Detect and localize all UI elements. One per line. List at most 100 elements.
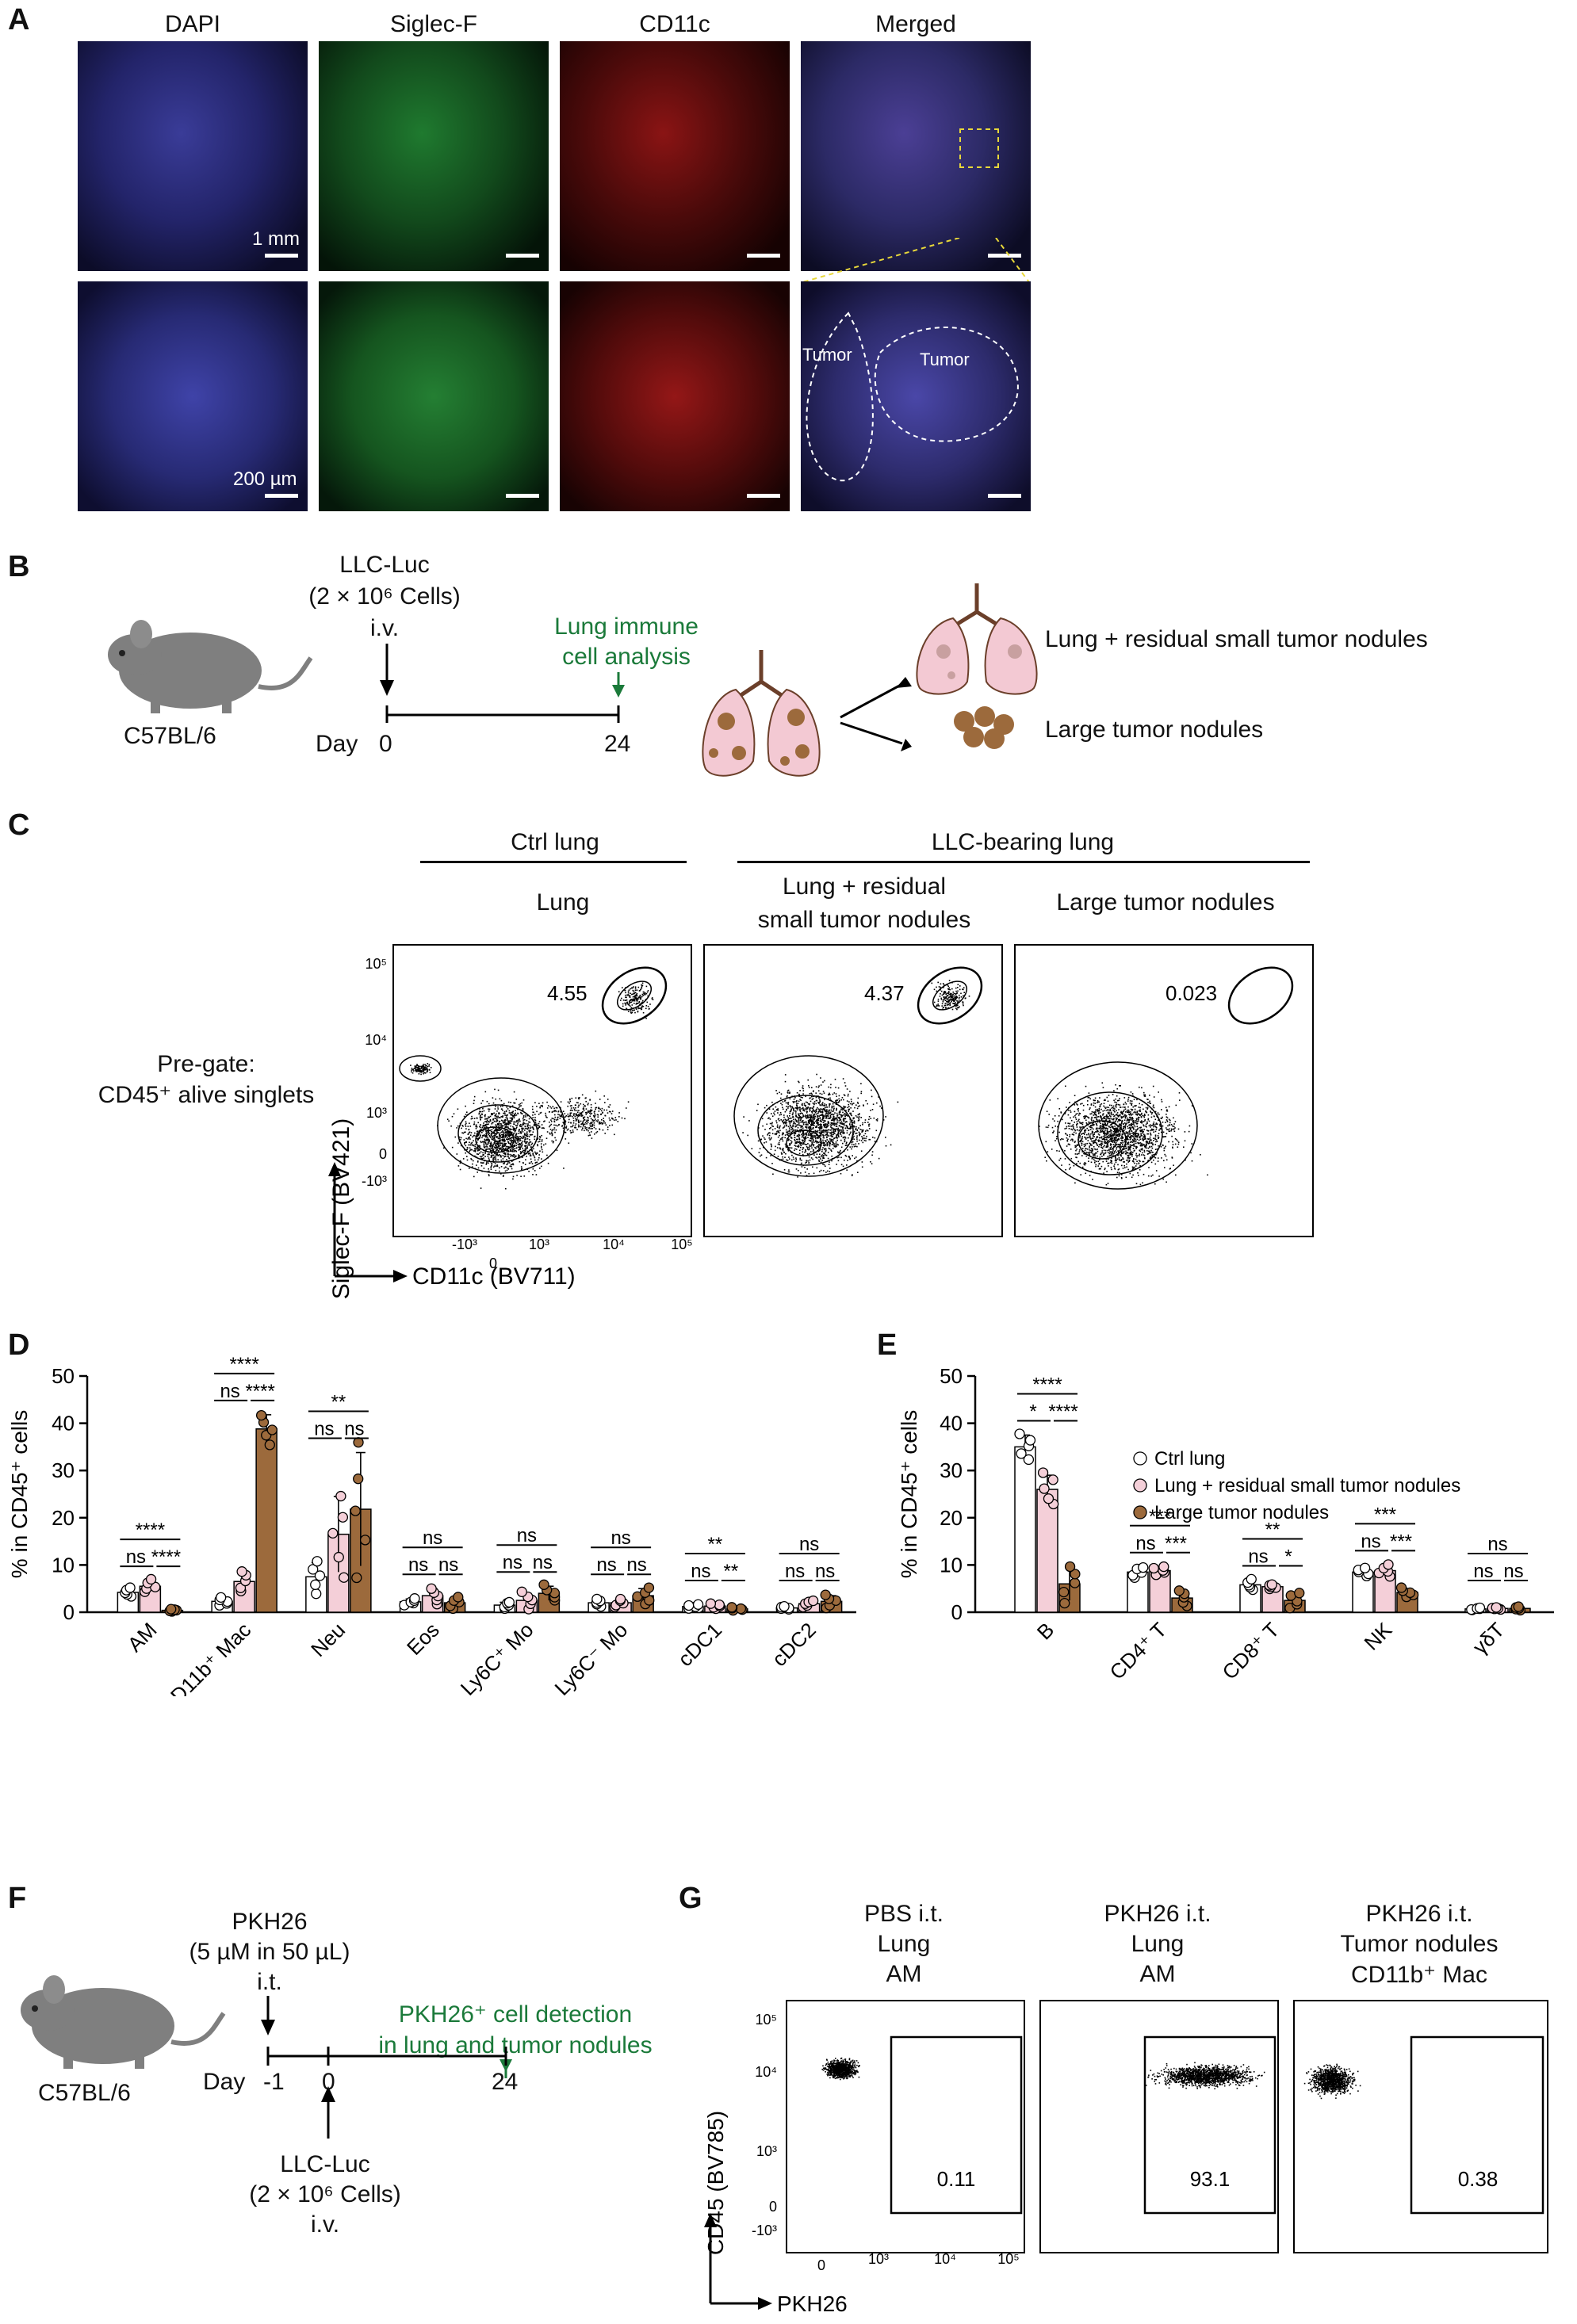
category-label: Eos: [402, 1618, 444, 1660]
sig-label: ns: [611, 1527, 630, 1549]
sig-label: ns: [1361, 1531, 1380, 1552]
header-cd11c: CD11c: [639, 11, 710, 37]
llc-line-2: (2 × 10⁶ Cells): [249, 2181, 401, 2207]
c-ytick-3: 10³: [366, 1105, 387, 1121]
g-ylabel: CD45 (BV785): [703, 2111, 728, 2255]
scale-bar: [988, 254, 1021, 258]
y-tick-label: 0: [63, 1600, 75, 1624]
scale-label-200um: 200 µm: [233, 468, 297, 490]
c-ytick-2: 10⁴: [365, 1032, 387, 1048]
panel-label-a: A: [8, 3, 30, 36]
gate-value-g2: 93.1: [1190, 2167, 1231, 2191]
c-xtick-5: 10⁵: [671, 1237, 692, 1252]
data-point: [308, 1564, 319, 1575]
sig-label: ****: [151, 1546, 181, 1568]
day-label-b: Day: [316, 731, 358, 757]
scale-bar: [265, 494, 298, 498]
g-xtick-3: 10⁴: [934, 2251, 956, 2267]
sig-label: ns: [438, 1554, 458, 1576]
data-point: [1047, 1474, 1058, 1485]
data-point: [1069, 1577, 1081, 1588]
panel-label-d: D: [8, 1328, 30, 1362]
mouse-icon-f: [21, 1975, 226, 2069]
day-0-f: 0: [322, 2069, 335, 2095]
g-title-3a: PKH26 i.t.: [1365, 1901, 1473, 1927]
data-point: [779, 1601, 790, 1612]
sig-label: ns: [785, 1561, 805, 1582]
category-label: Neu: [306, 1618, 350, 1661]
group-llc: LLC-bearing lung: [931, 829, 1115, 855]
sig-label: ***: [1374, 1504, 1396, 1525]
g-ytick-5: -10³: [752, 2223, 777, 2238]
c-xlabel: CD11c (BV711): [412, 1263, 576, 1290]
g-title-2a: PKH26 i.t.: [1104, 1901, 1211, 1927]
data-point: [1491, 1602, 1502, 1613]
sig-label: **: [331, 1392, 346, 1413]
data-point: [807, 1595, 819, 1607]
data-point: [1058, 1586, 1070, 1598]
data-point: [311, 1588, 322, 1600]
sig-label: ns: [533, 1552, 553, 1573]
data-point: [1148, 1562, 1159, 1574]
outcome-bottom: Large tumor nodules: [1045, 717, 1264, 743]
analysis-line-1: Lung immune: [554, 613, 699, 640]
header-dapi: DAPI: [164, 11, 221, 37]
micrograph-dapi-top: 1 mm: [78, 41, 308, 271]
g-title-2b: Lung: [1131, 1931, 1185, 1957]
data-point: [1395, 1582, 1407, 1593]
pkh-line-1: PKH26: [232, 1909, 308, 1935]
day-24-f: 24: [492, 2069, 519, 2095]
category-label: CD11b⁺ Mac: [155, 1618, 256, 1696]
pregate-line-2: CD45⁺ alive singlets: [98, 1082, 315, 1108]
sig-label: ns: [503, 1552, 522, 1573]
pkh-line-3: i.t.: [257, 1969, 282, 1995]
data-point: [264, 1439, 275, 1451]
y-tick-label: 50: [52, 1364, 75, 1388]
data-point: [335, 1490, 346, 1502]
bar: [1014, 1446, 1036, 1613]
scale-bar: [988, 494, 1021, 498]
data-point: [1246, 1573, 1257, 1585]
g-xtick-4: 10⁵: [997, 2251, 1019, 2267]
g-title-2c: AM: [1139, 1961, 1176, 1987]
legend-marker: [1133, 1451, 1147, 1466]
data-point: [350, 1505, 361, 1516]
scatter-c2: [742, 980, 970, 1178]
data-point: [1359, 1562, 1371, 1573]
data-point: [409, 1593, 420, 1604]
data-point: [643, 1582, 655, 1593]
mouse-strain-f: C57BL/6: [38, 2080, 131, 2106]
zoom-lines: [802, 238, 1030, 283]
injection-line-1: LLC-Luc: [339, 552, 430, 578]
sig-label: ns: [126, 1546, 146, 1568]
y-tick-label: 0: [951, 1600, 963, 1624]
data-point: [353, 1474, 364, 1485]
group-ctrl: Ctrl lung: [511, 829, 599, 855]
g-xtick-2: 10³: [868, 2251, 889, 2267]
micrograph-cd11c-bottom: [560, 281, 790, 511]
c-ytick-5: -10³: [362, 1173, 387, 1189]
pregate-line-1: Pre-gate:: [157, 1051, 255, 1077]
g-title-1a: PBS i.t.: [863, 1901, 944, 1927]
sig-label: ***: [1149, 1506, 1171, 1527]
sig-label: ns: [1473, 1561, 1493, 1582]
sig-label: ****: [136, 1519, 165, 1541]
sig-label: **: [1265, 1519, 1280, 1540]
data-point: [1070, 1569, 1081, 1580]
sig-label: ns: [220, 1381, 239, 1402]
data-point: [1173, 1585, 1185, 1596]
category-label: γδT: [1468, 1618, 1509, 1659]
category-label: Ly6C⁻ Mo: [550, 1618, 633, 1696]
data-point: [1016, 1448, 1027, 1459]
sig-label: *: [1284, 1546, 1292, 1567]
data-point: [735, 1603, 747, 1615]
data-point: [145, 1573, 157, 1585]
scatter-c1: [410, 982, 654, 1190]
sig-label: ***: [1390, 1531, 1412, 1552]
g-ytick-3: 10³: [756, 2143, 777, 2159]
detection-line-2: in lung and tumor nodules: [378, 2032, 653, 2058]
micrograph-merged-top: [801, 41, 1031, 271]
injection-line-3: i.v.: [369, 615, 400, 641]
